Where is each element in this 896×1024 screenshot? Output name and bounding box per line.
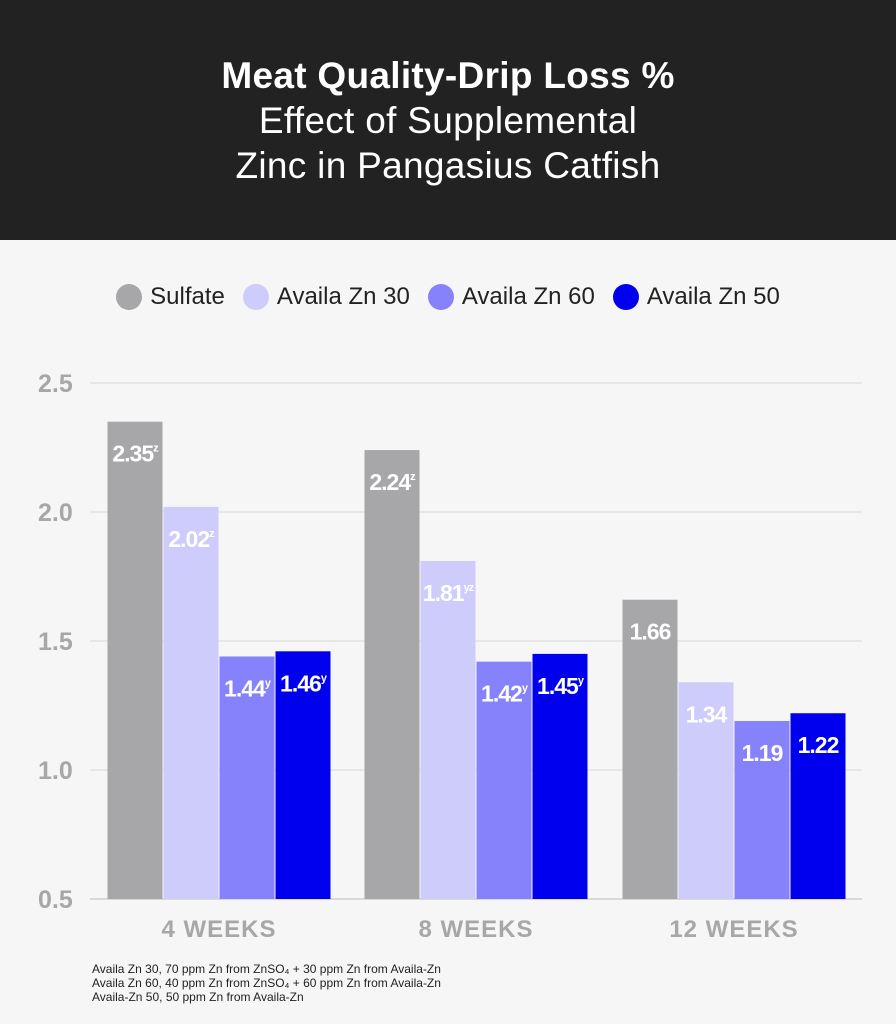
bar: [790, 713, 846, 899]
chart-title-banner: Meat Quality-Drip Loss % Effect of Suppl…: [0, 0, 896, 240]
bar-value-label: 1.66: [630, 619, 671, 645]
legend-item-availa-zn-60: Availa Zn 60: [427, 283, 595, 311]
bar-significance-superscript: yz: [464, 582, 475, 594]
footnote-availa-zn-30: Availa Zn 30, 70 ppm Zn from ZnSO₄ + 30 …: [92, 962, 441, 976]
y-tick-label: 0.5: [38, 886, 73, 914]
y-tick-label: 2.0: [38, 499, 73, 527]
bar-significance-superscript: z: [209, 528, 215, 540]
legend-item-availa-zn-30: Availa Zn 30: [242, 283, 410, 311]
chart-title-line-2: Effect of Supplemental: [258, 99, 638, 141]
legend-swatch-availa-zn-30: [242, 284, 269, 310]
legend-label-availa-zn-60: Availa Zn 60: [461, 283, 595, 310]
legend-item-sulfate: Sulfate: [116, 283, 225, 311]
footnotes: Availa Zn 30, 70 ppm Zn from ZnSO₄ + 30 …: [92, 962, 441, 1004]
legend-label-availa-zn-50: Availa Zn 50: [646, 283, 780, 310]
bar: [219, 656, 275, 899]
bar: [622, 599, 678, 899]
bar: [275, 651, 331, 899]
footnote-availa-zn-50: Availa-Zn 50, 50 ppm Zn from Availa-Zn: [92, 990, 304, 1004]
bar-value-label: 1.45y: [537, 673, 585, 699]
bar: [364, 450, 420, 899]
bar: [678, 682, 734, 899]
x-category-label: 8 WEEKS: [418, 916, 533, 943]
bar-value-label: 1.46y: [280, 670, 328, 696]
bar: [734, 720, 790, 899]
bar-value-label: 1.34: [686, 701, 728, 727]
x-category-label: 12 WEEKS: [669, 916, 798, 943]
y-tick-label: 1.5: [38, 628, 73, 656]
legend-swatch-sulfate: [116, 284, 143, 310]
bar-significance-superscript: z: [410, 471, 416, 483]
x-category-label: 4 WEEKS: [161, 916, 276, 943]
chart-title-line-3: Zinc in Pangasius Catfish: [235, 144, 661, 186]
footnote-availa-zn-60: Availa Zn 60, 40 ppm Zn from ZnSO₄ + 60 …: [92, 976, 441, 990]
bar-significance-superscript: y: [265, 677, 272, 689]
y-tick-label: 2.5: [38, 370, 73, 398]
y-tick-label: 1.0: [38, 757, 73, 785]
bar: [532, 653, 588, 899]
bar-significance-superscript: y: [321, 672, 328, 684]
bar-significance-superscript: y: [578, 675, 585, 687]
bar-value-label: 1.22: [798, 732, 839, 758]
bar-value-label: 2.02z: [168, 526, 215, 552]
bar-significance-superscript: z: [153, 443, 159, 455]
bar: [476, 661, 532, 899]
bar: [163, 506, 219, 899]
bar-significance-superscript: y: [522, 683, 529, 695]
bar: [420, 561, 476, 899]
legend-swatch-availa-zn-50: [612, 284, 639, 310]
bar-value-label: 1.44y: [224, 675, 272, 701]
legend-label-availa-zn-30: Availa Zn 30: [276, 283, 410, 310]
legend-swatch-availa-zn-60: [427, 284, 454, 310]
chart-title-line-1: Meat Quality-Drip Loss %: [221, 54, 675, 96]
legend-label-sulfate: Sulfate: [150, 283, 225, 310]
legend-item-availa-zn-50: Availa Zn 50: [612, 283, 780, 311]
bar-value-label: 1.19: [742, 740, 783, 766]
bar: [107, 421, 163, 899]
bar-value-label: 2.24z: [369, 469, 416, 495]
bar-value-label: 2.35z: [112, 441, 159, 467]
bar-value-label: 1.42y: [481, 681, 529, 707]
legend: Sulfate Availa Zn 30 Availa Zn 60 Availa…: [0, 283, 896, 311]
